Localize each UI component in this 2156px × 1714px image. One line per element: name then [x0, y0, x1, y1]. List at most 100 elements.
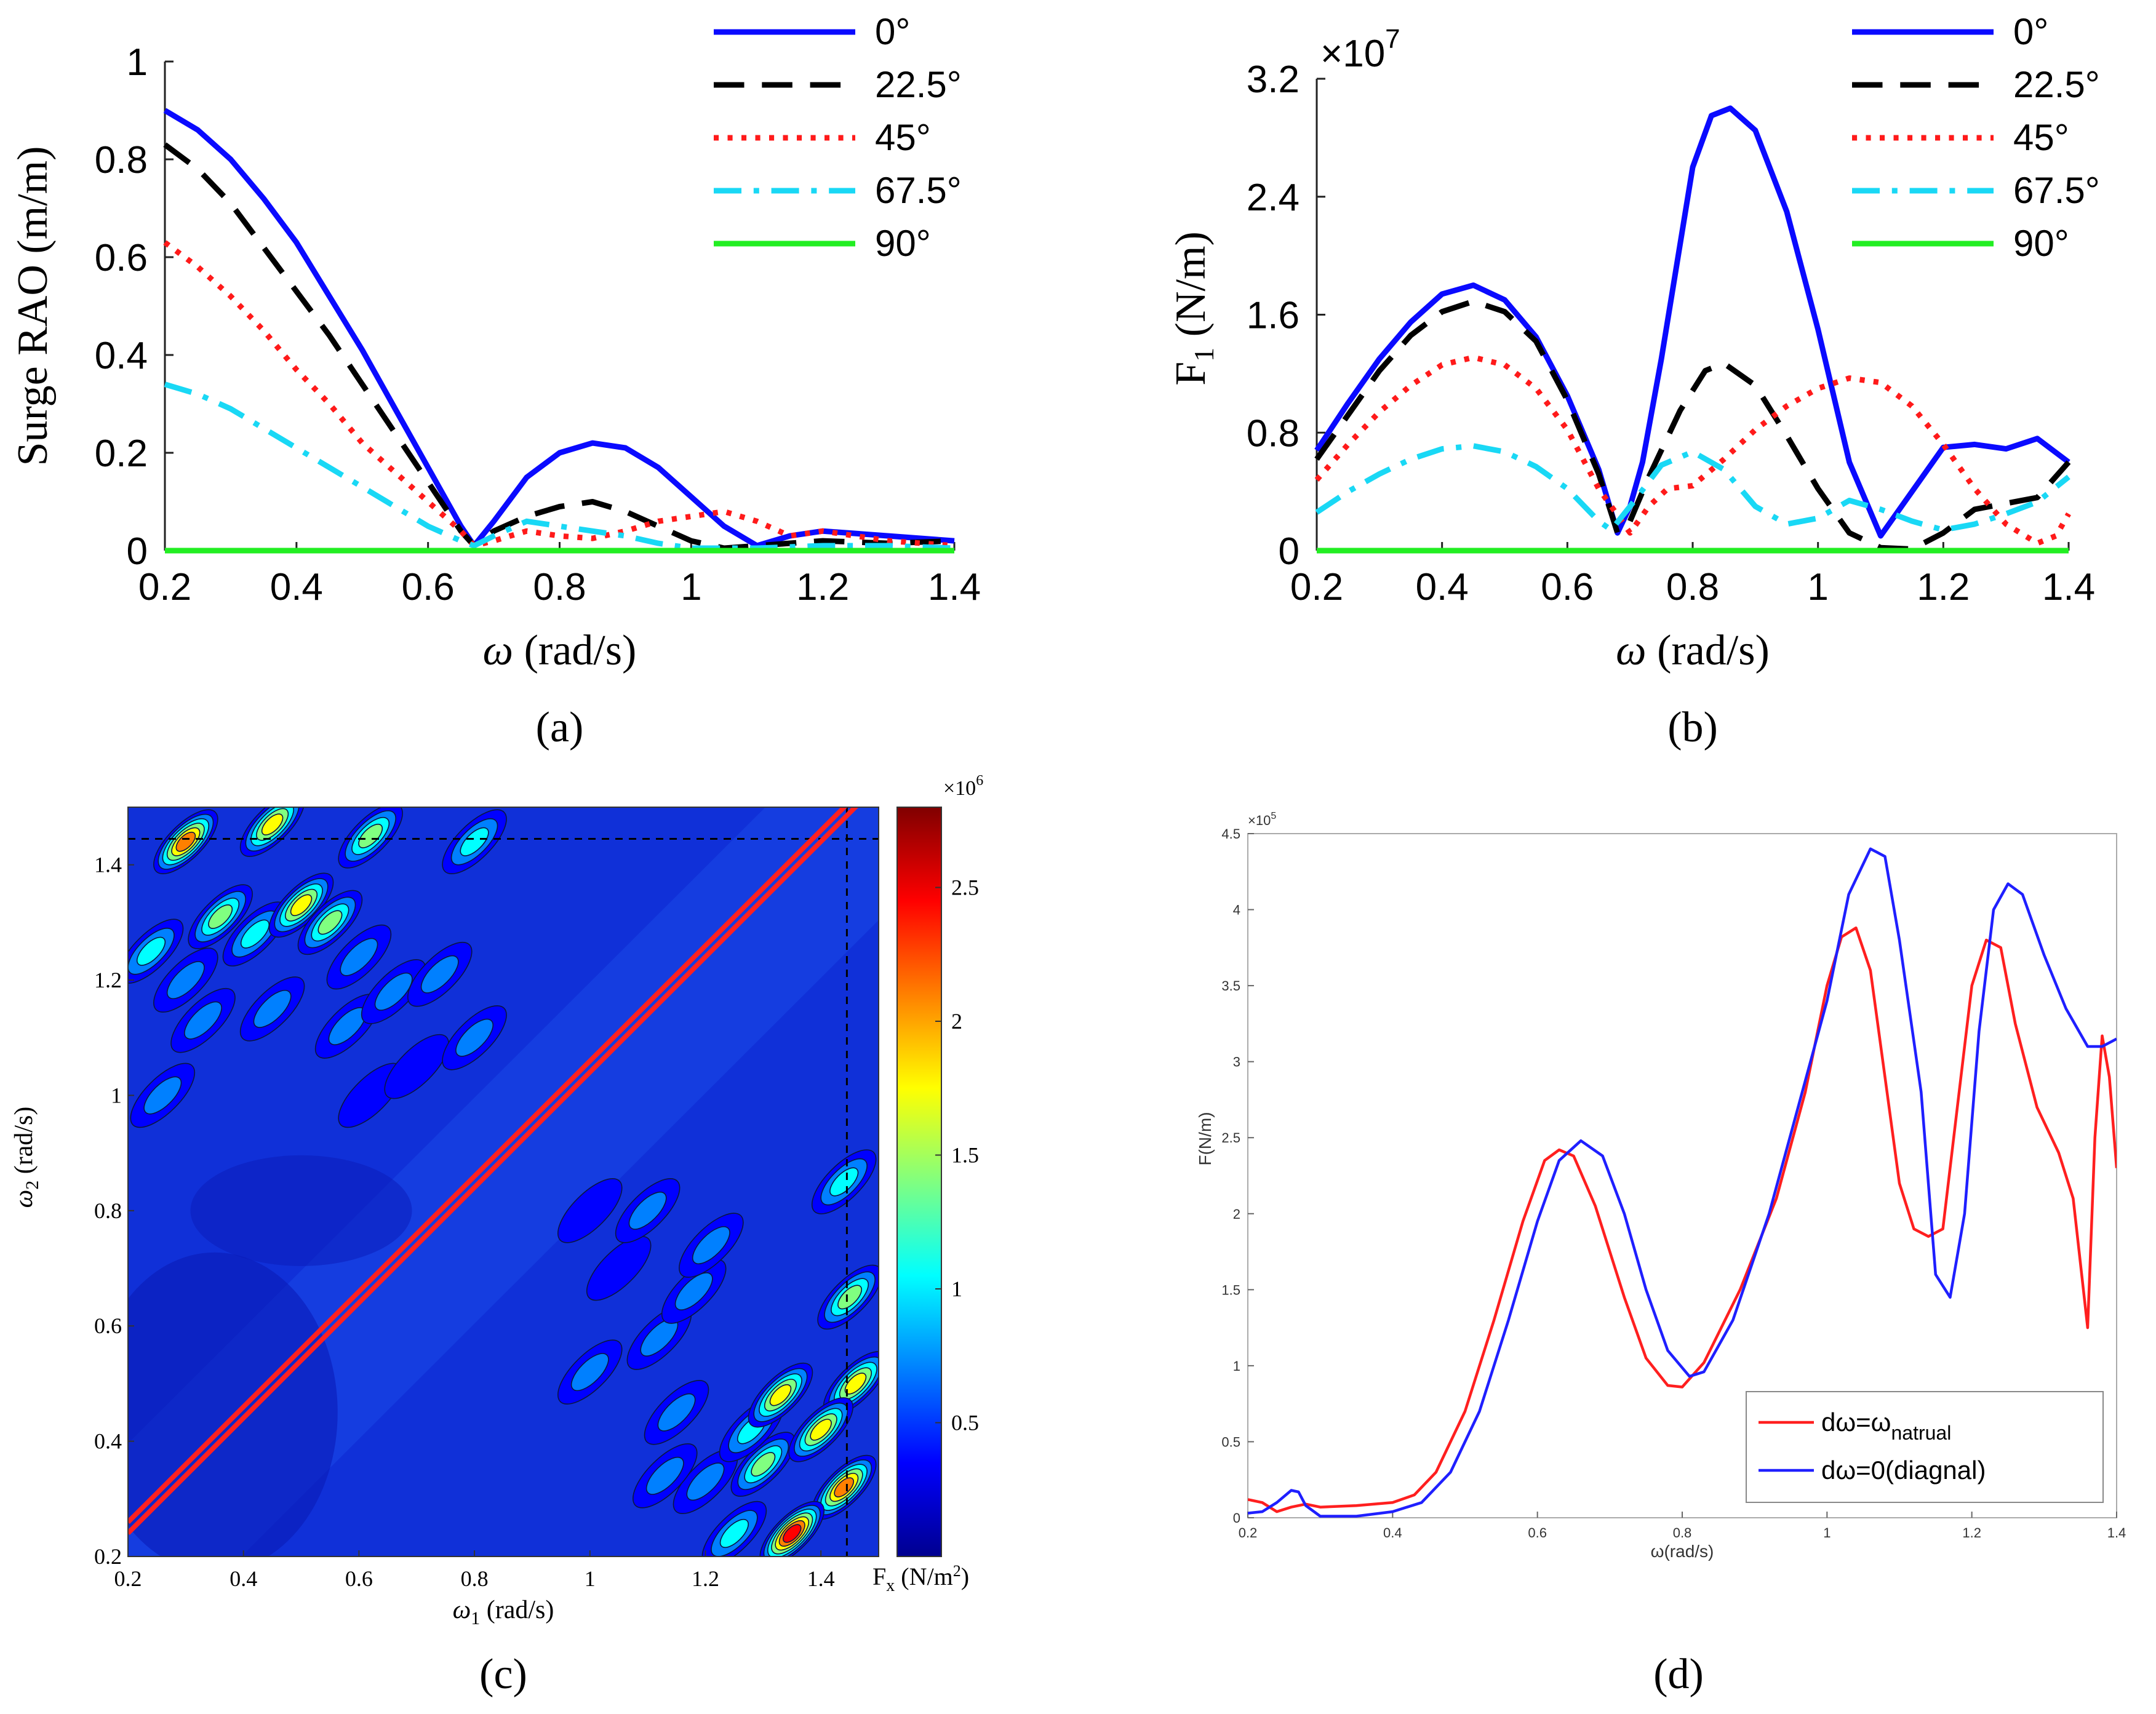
heatmap-blob-13 — [384, 1034, 450, 1099]
x-tick-label: 0.4 — [230, 1566, 257, 1591]
y-tick-label: 4 — [1233, 903, 1240, 918]
y-label-main: F — [1167, 362, 1215, 386]
axis-exponent: ×105 — [1248, 811, 1276, 828]
series-line-1 — [163, 142, 955, 551]
heatmap-blob-0 — [136, 936, 166, 966]
heatmap-blob-1 — [166, 961, 205, 999]
legend-box — [1746, 1391, 2104, 1503]
panel-d: 0.2 0.4 0.6 0.8 1 1.2 1.4 0 0.5 1 1.5 2 2.5 3 3.5 4 4.5 ×… — [1196, 811, 2126, 1698]
diagonal-line-1 — [128, 807, 859, 1535]
heatmap-blob-10 — [420, 955, 459, 994]
x-tick-label: 0.2 — [1290, 566, 1343, 608]
y-tick-label: 1 — [1233, 1358, 1240, 1374]
x-tick-label: 1.2 — [796, 566, 849, 608]
y-tick-label: 3.5 — [1221, 978, 1240, 994]
heatmap-blob-39 — [810, 1419, 832, 1441]
x-tick-label: 0.8 — [1666, 566, 1719, 608]
series-line-2 — [163, 240, 955, 549]
x-tick-label: 0.2 — [114, 1566, 142, 1591]
y-tick-label: 0.8 — [1247, 412, 1300, 455]
legend-label: dω=0(diagnal) — [1821, 1456, 1986, 1485]
y-tick-label: 0 — [1233, 1510, 1240, 1526]
legend-label: 45° — [2013, 117, 2069, 158]
y-label-unit: (N/m) — [1167, 231, 1215, 348]
colorbar-label-sup: 2 — [953, 1562, 961, 1580]
heatmap-blob-11 — [340, 938, 378, 976]
x-tick-label: 0.2 — [1239, 1525, 1258, 1541]
x-tick-label: 1.4 — [2107, 1525, 2126, 1541]
panel-a: 0.2 0.4 0.6 0.8 1 1.2 1.400.20.40.60.810°22.5°… — [9, 11, 981, 751]
heatmap-blob-33 — [557, 1178, 623, 1243]
legend-label: 67.5° — [2013, 170, 2100, 211]
y-tick-label: 3 — [1233, 1054, 1240, 1070]
x-axis-label-unit: (rad/s) — [1647, 627, 1770, 674]
x-axis-label: ω (rad/s) — [483, 627, 637, 674]
exponent-base: ×10 — [1248, 813, 1271, 828]
legend-label: 22.5° — [875, 64, 962, 105]
x-label-sub: 1 — [471, 1608, 480, 1628]
x-tick-label: 1.4 — [2042, 566, 2095, 608]
heatmap-field — [128, 807, 879, 1557]
x-axis-label: ω1 (rad/s) — [453, 1596, 554, 1628]
series-line-1 — [1314, 298, 2071, 552]
heatmap-blob-18 — [358, 823, 383, 848]
y-tick-label: 0 — [127, 530, 148, 573]
x-tick-label: 1.4 — [807, 1566, 835, 1591]
x-tick-label: 0.2 — [138, 566, 191, 608]
y-axis-label: F1 (N/m) — [1167, 231, 1220, 386]
series-line-3 — [164, 381, 955, 551]
y-tick-label: 0.4 — [95, 335, 148, 377]
colorbar-exp-base: ×10 — [943, 777, 976, 800]
y-tick-label: 0.2 — [94, 1544, 122, 1569]
colorbar-label-unit: (N/m — [895, 1563, 952, 1590]
y-tick-label: 2.5 — [1221, 1130, 1240, 1146]
y-tick-label: 0.6 — [95, 237, 148, 279]
x-axis-label-symbol: ω — [1616, 627, 1646, 674]
heatmap-blob-24 — [769, 1384, 792, 1406]
heatmap-blob-19 — [460, 827, 489, 856]
heatmap-blob-5 — [317, 910, 343, 935]
x-axis-label-unit: (rad/s) — [513, 627, 636, 674]
exponent-power: 7 — [1385, 24, 1400, 54]
panel-label: (d) — [1653, 1651, 1704, 1698]
y-tick-label: 4.5 — [1221, 826, 1240, 842]
panel-c: 0.2 0.4 0.6 0.8 1 1.2 1.40.20.40.60.811.21.4ω1… — [10, 773, 983, 1698]
heatmap-blob-36 — [837, 1285, 863, 1310]
heatmap-blob-32 — [628, 1191, 667, 1230]
y-tick-label: 1.6 — [1247, 295, 1300, 337]
heatmap-blob-34 — [834, 1477, 855, 1497]
heatmap-blob-4 — [290, 894, 313, 917]
legend-label-sub: natrual — [1891, 1422, 1951, 1444]
heatmap-blob-21 — [686, 1462, 725, 1501]
x-tick-label: 1 — [1823, 1525, 1831, 1541]
legend-label-main: dω=ω — [1821, 1408, 1891, 1437]
colorbar-tick-label: 1.5 — [951, 1143, 979, 1168]
heatmap-blob-26 — [657, 1393, 696, 1432]
heatmap-blob-6 — [184, 1001, 222, 1040]
y-axis-label: ω2 (rad/s) — [10, 1107, 42, 1208]
series-line-2 — [1314, 354, 2071, 546]
x-tick-label: 0.6 — [1541, 566, 1594, 608]
heatmap-blob-20 — [719, 1518, 749, 1549]
series-line-0 — [1248, 926, 2117, 1513]
panel-label: (a) — [536, 704, 584, 751]
y-label-sub: 1 — [1188, 348, 1220, 362]
y-tick-label: 2.4 — [1247, 177, 1300, 219]
x-tick-label: 0.8 — [1673, 1525, 1692, 1541]
x-tick-label: 0.4 — [1416, 566, 1469, 608]
legend-label: 22.5° — [2013, 64, 2100, 105]
x-label-sym: ω — [453, 1596, 471, 1624]
y-tick-label: 2 — [1233, 1206, 1240, 1222]
heatmap-blob-2 — [208, 904, 233, 929]
colorbar-tick-label: 2.5 — [951, 875, 979, 900]
exponent-base: ×10 — [1320, 33, 1385, 75]
colorbar — [896, 807, 942, 1557]
x-tick-label: 0.4 — [270, 566, 323, 608]
colorbar-tick-label: 2 — [951, 1009, 962, 1034]
x-axis-label: ω (rad/s) — [1616, 627, 1770, 674]
heatmap-blob-14 — [455, 1018, 493, 1057]
y-tick-label: 1 — [111, 1083, 122, 1107]
heatmap-blob-16 — [175, 831, 196, 852]
plot-area — [1248, 847, 2117, 1518]
